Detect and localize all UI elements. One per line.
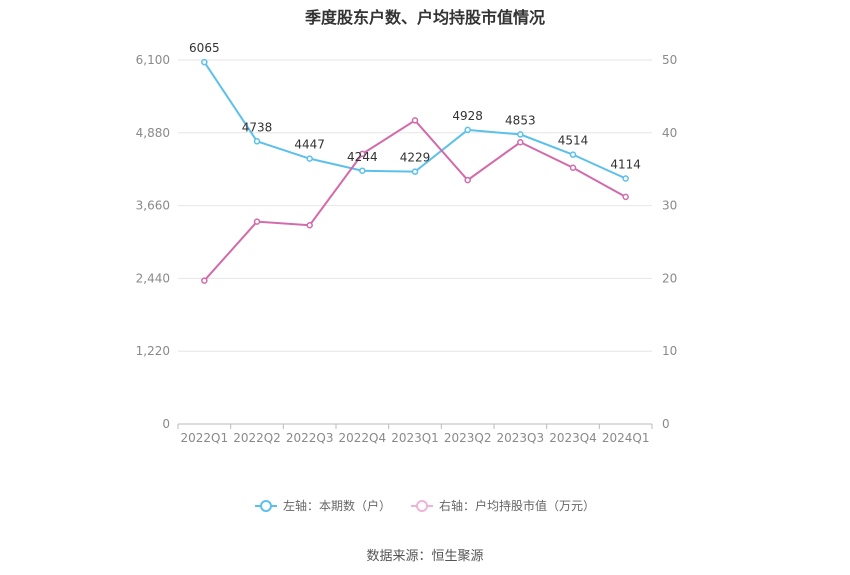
data-label: 6065 xyxy=(189,41,220,55)
left-axis-tick-label: 2,440 xyxy=(136,271,170,285)
x-axis-tick-label: 2023Q2 xyxy=(444,431,492,445)
data-point-right xyxy=(411,117,419,124)
x-axis-tick-label: 2023Q4 xyxy=(549,431,597,445)
right-axis-tick-label: 50 xyxy=(662,53,677,67)
right-axis-tick-label: 20 xyxy=(662,271,677,285)
data-point-left xyxy=(201,58,208,66)
legend-marker-icon xyxy=(411,499,433,513)
data-point-left xyxy=(411,168,419,175)
data-point-left xyxy=(464,126,471,134)
data-point-right xyxy=(359,150,366,158)
legend-marker-icon xyxy=(254,499,277,513)
data-label: 4928 xyxy=(452,109,483,123)
series-layer xyxy=(201,58,629,284)
data-label: 4114 xyxy=(610,158,641,172)
data-point-left xyxy=(253,138,261,145)
data-point-right xyxy=(569,164,577,171)
left-axis-tick-label: 4,880 xyxy=(136,126,170,140)
data-point-right xyxy=(622,193,629,201)
legend-item-right-series[interactable]: 右轴：户均持股市值（万元） xyxy=(411,497,595,514)
chart-title: 季度股东户数、户均持股市值情况 xyxy=(304,8,545,27)
data-point-left xyxy=(306,155,313,162)
data-point-right xyxy=(253,218,261,225)
right-axis-tick-label: 10 xyxy=(662,344,677,358)
data-label: 4853 xyxy=(505,113,536,127)
data-point-left xyxy=(569,151,577,158)
data-label: 4244 xyxy=(347,150,378,164)
x-axis-tick-label: 2022Q4 xyxy=(339,431,387,445)
data-point-left xyxy=(622,175,629,182)
left-axis-tick-label: 6,100 xyxy=(136,53,170,67)
legend-label: 右轴：户均持股市值（万元） xyxy=(439,499,596,513)
label-layer: 6065 4738 4447 4244 4229 4928 4853 4514 4114 xyxy=(189,41,641,171)
right-axis-tick-label: 30 xyxy=(662,199,677,213)
x-axis-tick-label: 2024Q1 xyxy=(602,431,650,445)
x-axis-tick-label: 2023Q1 xyxy=(391,431,439,445)
axis-layer: 0 0 1,220 10 2,440 20 3,660 30 4,880 40 6,100 50 202… xyxy=(136,53,678,445)
left-axis-tick-label: 1,220 xyxy=(136,344,170,358)
data-point-right xyxy=(464,176,471,184)
data-label: 4738 xyxy=(242,120,273,134)
legend-label: 左轴：本期数（户） xyxy=(282,499,391,513)
right-axis-tick-label: 0 xyxy=(662,417,670,431)
data-label: 4447 xyxy=(294,138,325,152)
legend: 左轴：本期数（户） 右轴：户均持股市值（万元） xyxy=(0,497,850,514)
x-axis-tick-label: 2022Q3 xyxy=(286,431,334,445)
grid-layer xyxy=(178,59,652,352)
data-point-right xyxy=(306,222,313,229)
legend-item-left-series[interactable]: 左轴：本期数（户） xyxy=(254,497,391,514)
data-point-right xyxy=(517,139,524,146)
x-axis-tick-label: 2023Q3 xyxy=(497,431,545,445)
data-label: 4229 xyxy=(400,151,431,165)
left-axis-tick-label: 3,660 xyxy=(136,199,170,213)
left-axis-tick-label: 0 xyxy=(162,417,170,431)
x-axis-tick-label: 2022Q1 xyxy=(181,431,229,445)
data-point-left xyxy=(359,167,366,175)
x-axis-tick-label: 2022Q2 xyxy=(233,431,281,445)
right-axis-tick-label: 40 xyxy=(662,126,677,140)
source-note: 数据来源：恒生聚源 xyxy=(366,549,484,564)
data-point-left xyxy=(517,131,524,138)
data-point-right xyxy=(201,277,208,284)
data-label: 4514 xyxy=(558,134,589,148)
